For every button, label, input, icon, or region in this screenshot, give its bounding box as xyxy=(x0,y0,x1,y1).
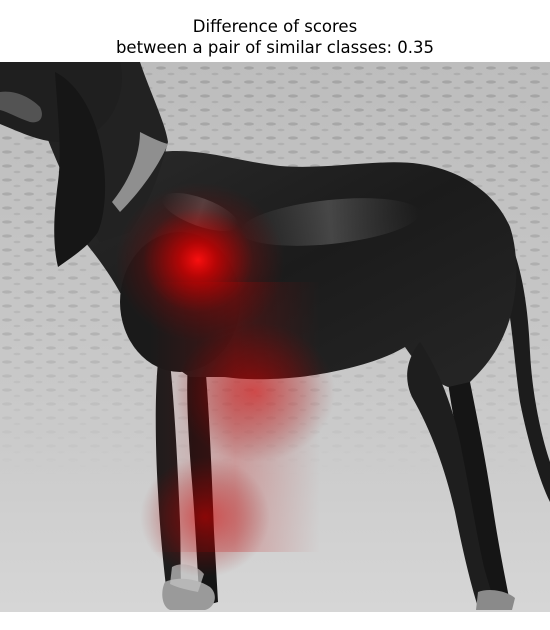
heat-lower-leg xyxy=(140,457,270,577)
dog-front-paw xyxy=(162,578,215,610)
dog-hind-paw xyxy=(476,590,515,610)
title-line-1: Difference of scores xyxy=(192,17,358,36)
heat-mid xyxy=(175,322,335,462)
figure-title: Difference of scores between a pair of s… xyxy=(0,16,550,58)
dog-near-hind-leg xyxy=(407,342,495,607)
title-line-2: between a pair of similar classes: 0.35 xyxy=(115,38,435,57)
saliency-figure xyxy=(0,62,550,612)
dog-far-hind-leg xyxy=(448,382,510,607)
dog-body-shine xyxy=(240,198,420,246)
dog-snout-highlight xyxy=(0,91,42,123)
saliency-heatmap xyxy=(115,182,335,577)
dog-collar xyxy=(112,132,168,212)
dog-ear xyxy=(54,72,106,267)
heat-peak xyxy=(143,208,253,312)
dog-photo-with-heatmap xyxy=(0,62,550,612)
